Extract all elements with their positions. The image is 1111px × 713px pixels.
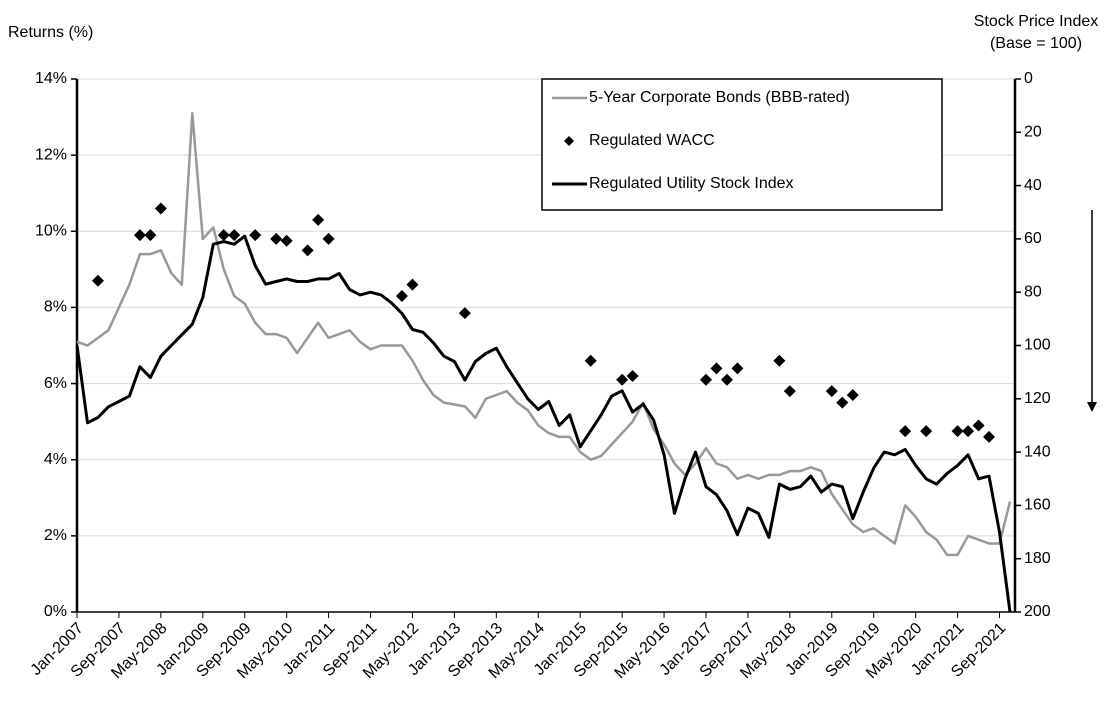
y-tick-label: 2% [44, 527, 67, 544]
legend-label: Regulated WACC [589, 132, 715, 149]
wacc-marker [699, 373, 712, 386]
wacc-marker [280, 234, 293, 247]
wacc-marker [217, 229, 230, 242]
y2-tick-label: 120 [1024, 390, 1051, 407]
wacc-marker [626, 369, 639, 382]
wacc-marker [322, 232, 335, 245]
wacc-marker [458, 307, 471, 320]
y2-tick-label: 180 [1024, 550, 1051, 567]
wacc-marker [91, 274, 104, 287]
y-tick-label: 10% [35, 223, 67, 240]
direction-arrow-head [1087, 402, 1097, 412]
wacc-marker [584, 354, 597, 367]
y2-tick-label: 40 [1024, 177, 1042, 194]
y2-tick-label: 140 [1024, 443, 1051, 460]
y-tick-label: 14% [35, 70, 67, 87]
wacc-marker [249, 229, 262, 242]
legend-box [541, 78, 943, 211]
wacc-marker [962, 425, 975, 438]
wacc-marker [312, 213, 325, 226]
y2-tick-label: 100 [1024, 337, 1051, 354]
wacc-marker [133, 229, 146, 242]
y2-tick-label: 20 [1024, 124, 1042, 141]
wacc-marker [228, 229, 241, 242]
y-tick-label: 6% [44, 375, 67, 392]
wacc-marker [920, 425, 933, 438]
wacc-marker [710, 362, 723, 375]
wacc-marker [783, 385, 796, 398]
legend-label: 5-Year Corporate Bonds (BBB-rated) [589, 89, 850, 106]
y2-tick-label: 160 [1024, 497, 1051, 514]
wacc-marker [144, 229, 157, 242]
bond-line [76, 112, 1012, 557]
y2-tick-label: 60 [1024, 230, 1042, 247]
wacc-marker [773, 354, 786, 367]
wacc-marker [616, 373, 629, 386]
y2-tick-label: 200 [1024, 603, 1051, 620]
y-tick-label: 8% [44, 299, 67, 316]
legend-label: Regulated Utility Stock Index [589, 175, 794, 192]
y2-axis-label: Stock Price Index [974, 13, 1099, 30]
wacc-marker [983, 430, 996, 443]
wacc-marker [406, 278, 419, 291]
wacc-marker [836, 396, 849, 409]
wacc-marker [951, 425, 964, 438]
y-tick-label: 0% [44, 603, 67, 620]
wacc-marker [301, 244, 314, 257]
wacc-marker [720, 373, 733, 386]
wacc-marker [825, 385, 838, 398]
y2-tick-label: 80 [1024, 283, 1042, 300]
wacc-marker [972, 419, 985, 432]
legend-marker [564, 136, 574, 146]
wacc-marker [154, 202, 167, 215]
y-tick-label: 4% [44, 451, 67, 468]
wacc-marker [395, 290, 408, 303]
y2-tick-label: 0 [1024, 70, 1033, 87]
wacc-marker [899, 425, 912, 438]
y2-axis-label: (Base = 100) [990, 35, 1082, 52]
stock-index-line [75, 234, 1012, 613]
y-tick-label: 12% [35, 146, 67, 163]
wacc-marker [270, 232, 283, 245]
wacc-marker [731, 362, 744, 375]
wacc-marker [846, 388, 859, 401]
y-axis-label: Returns (%) [8, 24, 93, 41]
